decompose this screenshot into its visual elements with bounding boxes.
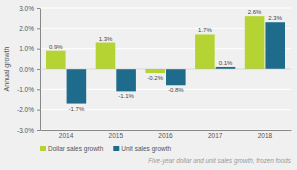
x-tick-label: 2017	[208, 132, 223, 139]
data-label: 0.9%	[49, 44, 63, 50]
y-tick: 3.0%	[19, 5, 40, 12]
y-tick-label: -1.0%	[17, 86, 34, 93]
legend: Dollar sales growth Unit sales growth	[40, 145, 172, 153]
bar	[96, 43, 116, 69]
legend-swatch	[40, 146, 46, 151]
data-label: -0.8%	[168, 87, 184, 93]
chart: -3.0%-2.0%-1.0%0.0%1.0%2.0%3.0%201420152…	[0, 0, 297, 170]
y-tick-label: 0.0%	[19, 66, 34, 73]
y-tick-mark	[37, 110, 40, 111]
y-axis-line	[40, 9, 41, 131]
bar	[195, 34, 215, 69]
bar	[116, 69, 136, 91]
y-tick-label: -3.0%	[17, 127, 34, 134]
legend-item: Unit sales growth	[113, 145, 171, 153]
bar	[166, 69, 186, 85]
data-label: 1.7%	[198, 27, 212, 33]
y-tick-label: 1.0%	[19, 45, 34, 52]
bars	[46, 16, 285, 103]
x-tick: 2016	[158, 132, 173, 139]
y-tick-mark	[37, 49, 40, 50]
y-tick-mark	[37, 69, 40, 70]
data-label: -0.2%	[147, 75, 163, 81]
grid	[40, 8, 291, 130]
y-tick-mark	[37, 89, 40, 90]
x-tick: 2015	[109, 132, 124, 139]
data-label: -1.7%	[69, 106, 85, 112]
legend-swatch	[113, 146, 119, 151]
x-tick-label: 2015	[109, 132, 124, 139]
data-label: 2.6%	[248, 9, 262, 15]
y-tick: 1.0%	[19, 45, 40, 52]
x-tick: 2018	[258, 132, 273, 139]
data-label: 2.3%	[268, 15, 282, 21]
legend-label: Dollar sales growth	[48, 145, 104, 153]
grid-line	[40, 130, 291, 131]
data-label: 0.1%	[219, 60, 233, 66]
subtitle: Five-year dollar and unit sales growth, …	[148, 157, 292, 165]
x-tick: 2017	[208, 132, 223, 139]
bar	[216, 67, 236, 69]
y-tick-label: 3.0%	[19, 5, 34, 12]
bar	[46, 51, 66, 69]
x-tick: 2014	[59, 132, 74, 139]
plot: -3.0%-2.0%-1.0%0.0%1.0%2.0%3.0%201420152…	[3, 5, 292, 165]
bar	[265, 22, 285, 69]
y-axis: -3.0% -2.0% -1.0% 0.0% 1.0% 2.0% 3.0%	[17, 5, 40, 134]
legend-label: Unit sales growth	[121, 145, 171, 153]
x-axis: 2014 2015 2016 2017 2018	[41, 131, 292, 139]
x-tick-label: 2014	[59, 132, 74, 139]
y-tick: -2.0%	[17, 106, 40, 113]
bar	[245, 16, 265, 69]
y-tick-mark	[37, 28, 40, 29]
y-tick-mark	[37, 130, 40, 131]
x-tick-label: 2018	[258, 132, 273, 139]
bar	[145, 69, 165, 73]
data-label: -1.1%	[118, 93, 134, 99]
y-tick-label: -2.0%	[17, 106, 34, 113]
bar	[67, 69, 87, 104]
y-axis-title: Annual growth	[3, 47, 11, 92]
y-tick-label: 2.0%	[19, 25, 34, 32]
y-tick: 0.0%	[19, 66, 40, 73]
x-tick-label: 2016	[158, 132, 173, 139]
y-tick-mark	[37, 8, 40, 9]
y-tick: -3.0%	[17, 127, 40, 134]
data-labels: 0.9% 1.3% -0.2% 1.7% 2.6% -1.7% -1.1% -0.8% 0.1%…	[49, 9, 283, 111]
data-label: 1.3%	[99, 36, 113, 42]
legend-item: Dollar sales growth	[40, 145, 104, 153]
zero-line	[40, 69, 291, 70]
y-tick: 2.0%	[19, 25, 40, 32]
y-tick: -1.0%	[17, 86, 40, 93]
